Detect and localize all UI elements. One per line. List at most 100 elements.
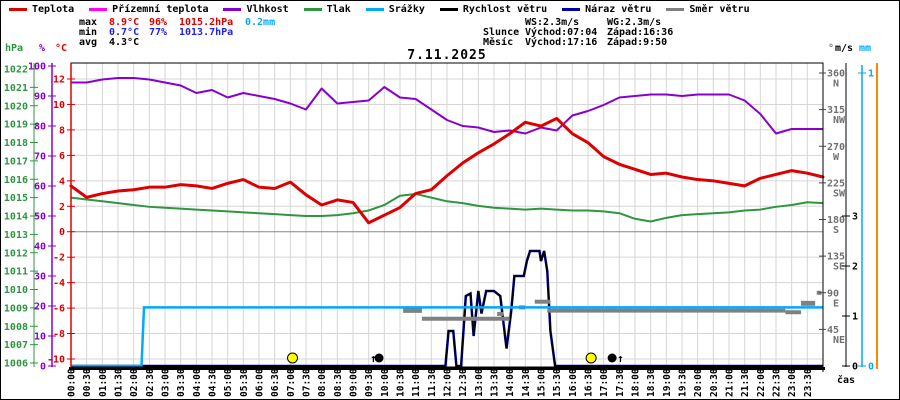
svg-text:13:00: 13:00	[474, 368, 485, 397]
stats-row-min: min 0.7°C 77% 1013.7hPa	[79, 27, 245, 38]
stat-value: 1015.2hPa	[179, 17, 234, 28]
ground_temperature-legend-dash	[89, 8, 108, 11]
svg-text:45: 45	[827, 325, 839, 336]
svg-text:04:00: 04:00	[192, 368, 203, 397]
svg-text:1007: 1007	[4, 340, 28, 351]
svg-text:3: 3	[852, 212, 858, 223]
svg-text:05:30: 05:30	[239, 368, 250, 397]
svg-text:°C: °C	[55, 43, 67, 54]
svg-text:03:30: 03:30	[176, 368, 187, 397]
svg-text:06:00: 06:00	[255, 368, 266, 397]
svg-text:m/s: m/s	[835, 43, 853, 54]
stat-value: 4.3°C	[109, 37, 140, 48]
svg-text:23:30: 23:30	[803, 368, 814, 397]
svg-text:1011: 1011	[4, 267, 28, 278]
svg-text:2: 2	[852, 262, 858, 273]
svg-text:18:00: 18:00	[631, 368, 642, 397]
astro-stats-row: Měsíc Východ:17:16 Západ:9:50	[483, 37, 667, 48]
svg-text:10:00: 10:00	[380, 368, 391, 397]
svg-text:09:00: 09:00	[349, 368, 360, 397]
stat-value: 0.7°C	[109, 27, 140, 38]
stat-value: 8.9°C	[109, 17, 140, 28]
svg-text:10: 10	[53, 100, 65, 111]
svg-text:04:30: 04:30	[208, 368, 219, 397]
svg-text:19:30: 19:30	[678, 368, 689, 397]
svg-text:12: 12	[53, 75, 65, 86]
temperature-legend-dash	[9, 8, 27, 11]
svg-text:90: 90	[34, 92, 46, 103]
svg-text:-10: -10	[47, 355, 65, 366]
svg-text:90: 90	[827, 288, 839, 299]
svg-text:16:30: 16:30	[584, 368, 595, 397]
svg-text:W: W	[833, 152, 840, 163]
svg-text:1019: 1019	[4, 120, 28, 131]
legend-item-wind_direction: Směr větru	[666, 4, 750, 15]
svg-text:21:00: 21:00	[725, 368, 736, 397]
svg-text:N: N	[833, 79, 839, 90]
astro-col2: Západ:16:36	[607, 27, 674, 38]
svg-text:15:30: 15:30	[552, 368, 563, 397]
svg-text:hPa: hPa	[5, 43, 23, 54]
humidity-series	[71, 77, 823, 135]
stat-label: max	[79, 17, 98, 28]
temperature-series	[69, 116, 825, 225]
stat-label: avg	[79, 37, 98, 48]
astro-col1: WS:2.3m/s	[525, 17, 580, 28]
pressure-axis: 1006 1007 1008 1009 1010 1011 1012 1013 1014 1015…	[4, 43, 38, 370]
svg-text:-2: -2	[53, 253, 65, 264]
wind-direction-series	[403, 290, 822, 321]
svg-text:12:00: 12:00	[443, 368, 454, 397]
svg-text:19:00: 19:00	[662, 368, 673, 397]
svg-text:22:30: 22:30	[772, 368, 783, 397]
svg-text:16:00: 16:00	[568, 368, 579, 397]
svg-text:60: 60	[34, 182, 46, 193]
svg-text:225: 225	[827, 178, 845, 189]
astro-stats-row: WS:2.3m/s WG:2.3m/s	[483, 17, 661, 28]
svg-text:80: 80	[34, 122, 46, 133]
legend-label: Vlhkost	[246, 4, 289, 15]
svg-text:315: 315	[827, 105, 845, 116]
svg-text:1: 1	[868, 69, 874, 80]
svg-text:180: 180	[827, 215, 845, 226]
legend-label: Směr větru	[689, 4, 750, 15]
chart-title: 7.11.2025	[407, 48, 487, 63]
astro-label: Měsíc	[483, 37, 514, 48]
svg-text:70: 70	[34, 152, 46, 163]
svg-text:1013: 1013	[4, 230, 28, 241]
rain-axis: 0 1 mm	[858, 43, 874, 373]
humidity-legend-dash	[223, 8, 242, 11]
wind-speed-series	[71, 250, 823, 367]
svg-text:%: %	[39, 43, 45, 54]
svg-text:1020: 1020	[4, 101, 28, 112]
stat-value: 1013.7hPa	[179, 27, 234, 38]
svg-text:1006: 1006	[4, 359, 28, 370]
svg-text:02:30: 02:30	[145, 368, 156, 397]
svg-text:40: 40	[34, 242, 46, 253]
svg-text:360: 360	[827, 69, 845, 80]
wind_speed-legend-dash	[439, 8, 458, 11]
legend-label: Tlak	[326, 4, 351, 15]
astro-stats-row: Slunce Východ:07:04 Západ:16:36	[483, 27, 673, 38]
sun-marker-dot	[287, 352, 299, 364]
svg-text:2: 2	[59, 202, 65, 213]
svg-text:NW: NW	[833, 115, 846, 126]
svg-text:09:30: 09:30	[364, 368, 375, 397]
moon-marker-dot	[607, 353, 617, 363]
svg-text:135: 135	[827, 252, 845, 263]
svg-text:1009: 1009	[4, 303, 28, 314]
legend-label: Teplota	[32, 4, 75, 15]
svg-text:17:00: 17:00	[599, 368, 610, 397]
rain-legend-dash	[365, 8, 384, 11]
astro-col2: WG:2.3m/s	[607, 17, 662, 28]
svg-text:20:30: 20:30	[709, 368, 720, 397]
legend-item-temperature: Teplota	[9, 4, 74, 15]
svg-text:03:00: 03:00	[161, 368, 172, 397]
legend-item-pressure: Tlak	[303, 4, 351, 15]
svg-text:00:30: 00:30	[82, 368, 93, 397]
svg-text:100: 100	[28, 62, 46, 73]
svg-text:NE: NE	[833, 335, 845, 346]
svg-text:22:00: 22:00	[756, 368, 767, 397]
svg-text:06:30: 06:30	[270, 368, 281, 397]
